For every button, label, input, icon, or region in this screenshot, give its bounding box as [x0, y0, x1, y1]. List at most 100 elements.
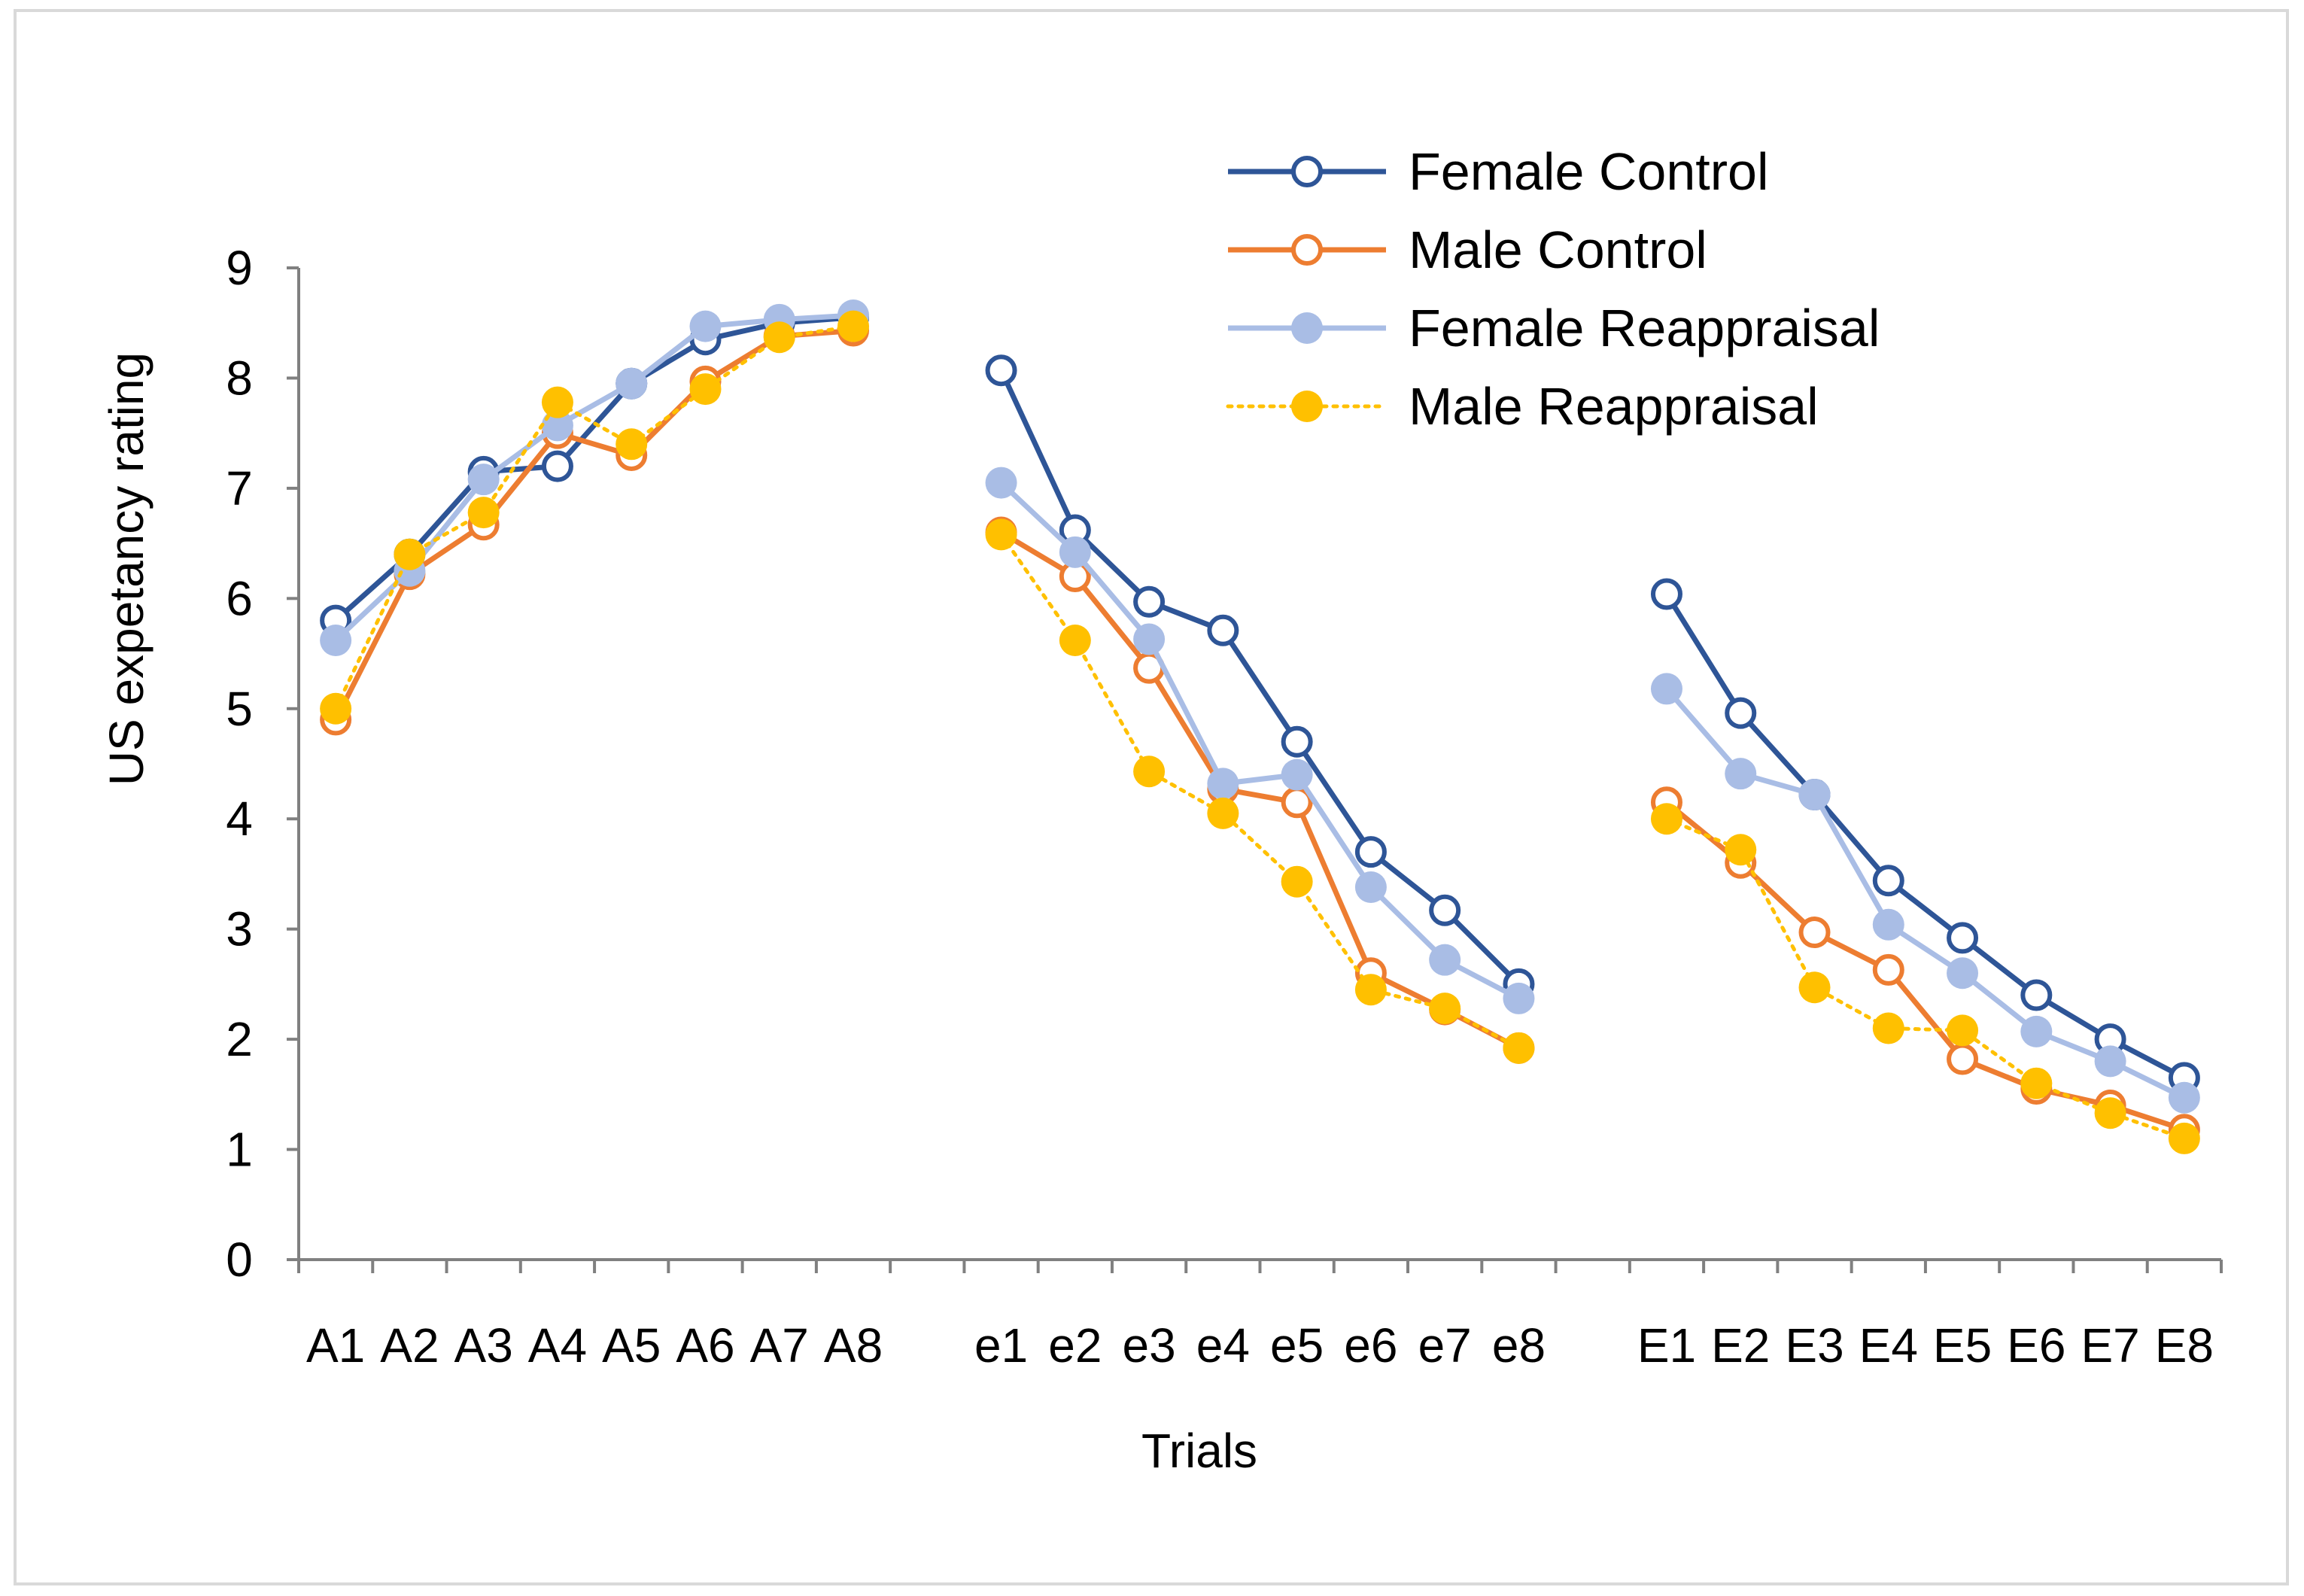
data-point [1947, 1014, 1979, 1047]
data-point [1798, 971, 1831, 1004]
legend-label: Male Control [1409, 220, 1707, 279]
x-tick-label: e8 [1492, 1318, 1546, 1373]
data-point [467, 464, 500, 496]
data-point [1354, 974, 1387, 1006]
series-layer [320, 299, 2200, 1154]
data-point [1281, 758, 1313, 791]
data-point [2020, 1015, 2053, 1047]
data-point [2020, 1067, 2053, 1099]
data-point [1947, 957, 1979, 990]
series-male-control [320, 315, 2200, 1146]
data-point [2094, 1097, 2126, 1129]
data-point [467, 497, 500, 529]
series-female-reappraisal [320, 299, 2200, 1114]
data-point [689, 310, 722, 342]
data-point [541, 409, 573, 442]
x-tick-label: A1 [306, 1318, 365, 1373]
series-line [999, 532, 1521, 1050]
data-point [1725, 758, 1757, 790]
x-tick-label: A8 [824, 1318, 883, 1373]
data-point [394, 538, 426, 570]
data-point [1429, 894, 1461, 926]
data-point [541, 386, 573, 418]
legend-label: Female Reappraisal [1409, 299, 1880, 357]
y-tick-label: 8 [226, 351, 253, 405]
data-point [2094, 1045, 2126, 1078]
y-tick-label: 1 [226, 1123, 253, 1177]
legend: Female Control Male Control Female Reappra… [1226, 142, 1880, 436]
legend-marker [1291, 391, 1323, 422]
legend-marker [1291, 234, 1323, 266]
y-tick-label: 2 [226, 1012, 253, 1066]
data-point [1133, 623, 1166, 655]
data-point [2020, 979, 2053, 1011]
x-tick-label: e4 [1196, 1318, 1250, 1373]
data-point [1429, 944, 1461, 976]
data-point [1207, 614, 1239, 646]
x-tick-label: A3 [454, 1318, 513, 1373]
series-line [333, 312, 854, 643]
x-tick-label: e2 [1048, 1318, 1102, 1373]
data-point [763, 321, 795, 354]
x-tick-label: e6 [1344, 1318, 1397, 1373]
data-point [1947, 922, 1979, 954]
data-point [1503, 1032, 1535, 1064]
data-point [1059, 624, 1091, 656]
data-point [1354, 836, 1387, 868]
data-point [1798, 779, 1831, 811]
x-tick-label: A6 [676, 1318, 734, 1373]
x-tick-label: A2 [380, 1318, 439, 1373]
x-tick-label: A5 [602, 1318, 661, 1373]
y-axis-title: US expetancy rating [99, 352, 153, 786]
data-point [320, 624, 352, 656]
legend-item: Female Reappraisal [1228, 299, 1880, 357]
x-tick-label: E1 [1637, 1318, 1696, 1373]
data-point [1207, 768, 1239, 800]
series-line [999, 481, 1521, 1002]
data-point [541, 450, 573, 482]
y-tick-label: 9 [226, 241, 253, 295]
x-tick-label: e1 [974, 1318, 1028, 1373]
data-point [1207, 797, 1239, 829]
y-tick-label: 3 [226, 902, 253, 956]
series-male-reappraisal [320, 310, 2200, 1154]
legend-marker [1291, 156, 1323, 187]
y-tick-label: 5 [226, 682, 253, 736]
data-point [616, 428, 648, 461]
x-tick-label: E4 [1859, 1318, 1918, 1373]
data-point [689, 373, 722, 406]
legend-label: Male Reappraisal [1409, 377, 1819, 436]
data-point [1281, 725, 1313, 758]
series-line [999, 369, 1521, 986]
y-tick-label: 6 [226, 571, 253, 625]
data-point [1650, 578, 1682, 610]
legend-label: Female Control [1409, 142, 1769, 201]
x-axis-title: Trials [1141, 1424, 1257, 1478]
x-tick-label: E7 [2081, 1318, 2139, 1373]
series-line [333, 324, 856, 711]
y-tick-label: 4 [226, 792, 253, 846]
y-tick-label: 7 [226, 461, 253, 515]
legend-item: Male Control [1228, 220, 1707, 279]
x-tick-label: E6 [2007, 1318, 2065, 1373]
data-point [1059, 536, 1091, 568]
data-point [1725, 697, 1757, 729]
x-tick-label: E2 [1711, 1318, 1770, 1373]
data-point [616, 367, 648, 400]
data-point [1133, 755, 1166, 788]
data-point [2168, 1122, 2200, 1154]
data-point [985, 518, 1017, 551]
data-point [1281, 865, 1313, 898]
data-point [1872, 908, 1904, 941]
data-point [1947, 1043, 1979, 1075]
data-point [320, 692, 352, 725]
data-point [1725, 834, 1757, 866]
x-tick-label: E5 [1933, 1318, 1992, 1373]
x-tick-label: A7 [750, 1318, 809, 1373]
y-tick-label: 0 [226, 1233, 253, 1287]
data-point [1133, 585, 1166, 618]
legend-item: Male Reappraisal [1226, 377, 1819, 436]
data-point [1503, 982, 1535, 1014]
data-point [837, 310, 870, 342]
x-tick-label: E3 [1785, 1318, 1844, 1373]
